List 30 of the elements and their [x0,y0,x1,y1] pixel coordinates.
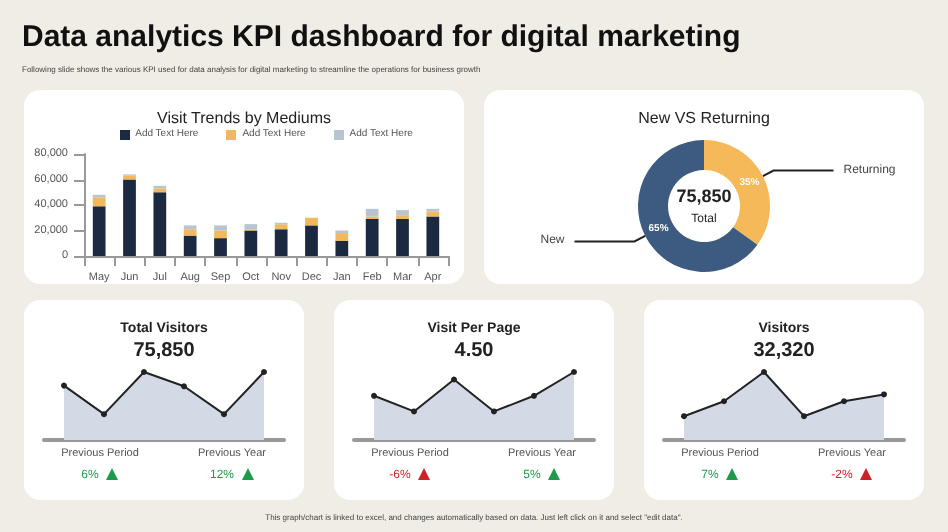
chart-title: Visit Trends by Mediums [157,109,331,127]
bar [214,238,227,256]
bar [92,206,106,256]
bar [244,224,258,230]
text: 4.50 [452,340,496,362]
bar [274,224,288,230]
bar [365,219,379,256]
bar [214,230,227,239]
bar [183,229,197,236]
bar [274,229,288,256]
bar [153,192,167,256]
bar [305,225,318,256]
bar [396,219,409,256]
bar [426,216,440,256]
text: Data analytics KPI dashboard for digital marketing [22,20,741,54]
bar [244,230,258,256]
text: 75,850 [131,340,197,362]
chart-title: New VS Returning [638,109,770,127]
text: 32,320 [751,340,817,362]
bar [426,211,440,217]
bar [396,210,409,216]
text: 75,850 [676,186,732,206]
bar [123,179,136,256]
bar [214,225,227,231]
bar [335,233,349,241]
bar [365,208,379,217]
bar [335,240,349,256]
bar [183,235,197,256]
bar [305,217,318,226]
bar [92,197,106,207]
